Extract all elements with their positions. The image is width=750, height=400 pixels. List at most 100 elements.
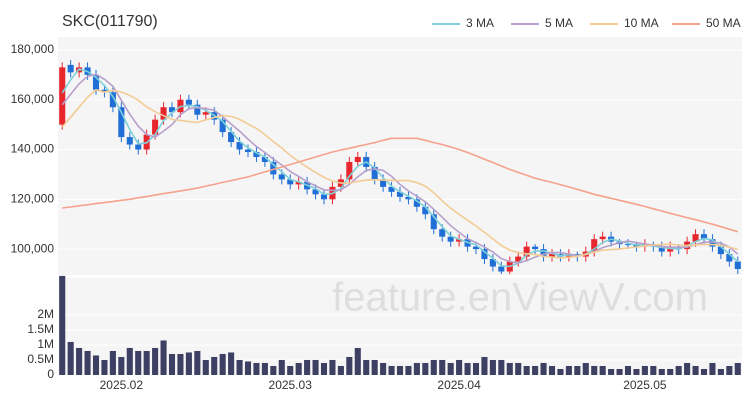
chart-title: SKC(011790) — [62, 13, 158, 30]
candle-body — [152, 119, 159, 135]
volume-bar — [236, 359, 243, 375]
candle-body — [481, 249, 488, 260]
volume-bar — [599, 365, 606, 375]
candle-body — [591, 239, 598, 252]
volume-bar — [405, 365, 412, 375]
candle-body — [228, 132, 235, 143]
volume-bar — [388, 365, 395, 375]
volume-bar — [430, 359, 437, 375]
volume-bar — [515, 362, 522, 375]
volume-bar — [194, 350, 201, 375]
price-panel — [58, 37, 742, 275]
candle-body — [439, 229, 446, 237]
candle-body — [380, 179, 387, 187]
candle-body — [354, 156, 361, 162]
volume-bar — [337, 365, 344, 375]
volume-bar — [616, 368, 623, 375]
volume-bar — [675, 365, 682, 375]
volume-bar — [219, 353, 226, 375]
candle-body — [160, 107, 167, 120]
volume-bar — [413, 362, 420, 375]
candle-body — [261, 156, 268, 162]
volume-bar — [135, 350, 142, 375]
y-tick-label: 180,000 — [11, 42, 55, 56]
legend-label: 50 MA — [706, 16, 741, 30]
volume-bar — [650, 365, 657, 375]
volume-bar — [101, 359, 108, 375]
volume-bar — [143, 350, 150, 375]
x-tick-label: 2025.04 — [437, 378, 481, 392]
volume-bar — [624, 365, 632, 375]
volume-bar — [76, 347, 83, 375]
volume-bar — [152, 347, 159, 375]
volume-bar — [304, 359, 311, 375]
candle-body — [202, 112, 209, 115]
legend-label: 10 MA — [624, 16, 659, 30]
legend-label: 5 MA — [545, 16, 573, 30]
candle-body — [92, 74, 100, 90]
ma-line — [62, 137, 739, 233]
candle-body — [126, 137, 133, 145]
volume-bar — [59, 275, 66, 375]
candle-body — [135, 144, 142, 150]
y-tick-label: 100,000 — [11, 241, 55, 255]
candle-body — [253, 152, 260, 157]
volume-bar — [658, 368, 665, 375]
volume-bar — [456, 359, 463, 375]
volume-tick-label: 2M — [37, 307, 54, 321]
candle-body — [430, 214, 437, 230]
candle-body — [236, 142, 243, 150]
volume-bar — [489, 359, 496, 375]
candle-body — [371, 166, 378, 180]
candle-body — [168, 107, 176, 113]
candle-body — [295, 181, 302, 185]
volume-bar — [548, 365, 556, 375]
volume-bar — [498, 359, 505, 375]
volume-bar — [92, 355, 100, 375]
volume-bar — [346, 356, 353, 375]
volume-bar — [667, 368, 674, 375]
ma-line — [61, 68, 739, 268]
volume-bar — [717, 368, 724, 375]
ma-line — [61, 88, 739, 259]
volume-bar — [118, 356, 125, 375]
candle-body — [109, 92, 116, 108]
candle-body — [700, 234, 708, 240]
candle-body — [287, 179, 294, 185]
volume-bar — [684, 362, 691, 375]
candle-body — [498, 266, 505, 272]
volume-bar — [84, 350, 91, 375]
candle-body — [447, 236, 454, 242]
candle-body — [219, 119, 226, 133]
x-tick-label: 2025.02 — [100, 378, 144, 392]
candle-body — [185, 99, 192, 105]
ma-line — [61, 73, 739, 264]
volume-bar — [67, 341, 74, 375]
candle-body — [472, 246, 480, 250]
volume-bar — [709, 362, 716, 375]
candle-body — [118, 107, 125, 138]
candle-body — [59, 67, 66, 125]
volume-tick-label: 1.5M — [27, 322, 54, 336]
watermark: feature.enViewV.com — [332, 276, 708, 320]
candle-body — [726, 254, 733, 262]
candle-body — [67, 64, 74, 73]
volume-bar — [734, 362, 741, 375]
volume-bar — [633, 368, 640, 375]
volume-bar — [109, 350, 116, 375]
candle-body — [540, 249, 547, 257]
volume-bar — [557, 368, 564, 375]
volume-bar — [472, 362, 480, 375]
candle-body — [599, 236, 606, 240]
candle-body — [388, 186, 395, 192]
volume-bar — [126, 347, 133, 375]
volume-bar — [177, 353, 184, 375]
x-tick-label: 2025.03 — [269, 378, 313, 392]
candle-body — [312, 189, 319, 195]
volume-bar — [228, 352, 235, 375]
candle-body — [489, 259, 496, 267]
volume-bar — [354, 347, 361, 375]
volume-bar — [532, 365, 539, 375]
candle-body — [456, 239, 463, 242]
volume-bar — [329, 359, 336, 375]
